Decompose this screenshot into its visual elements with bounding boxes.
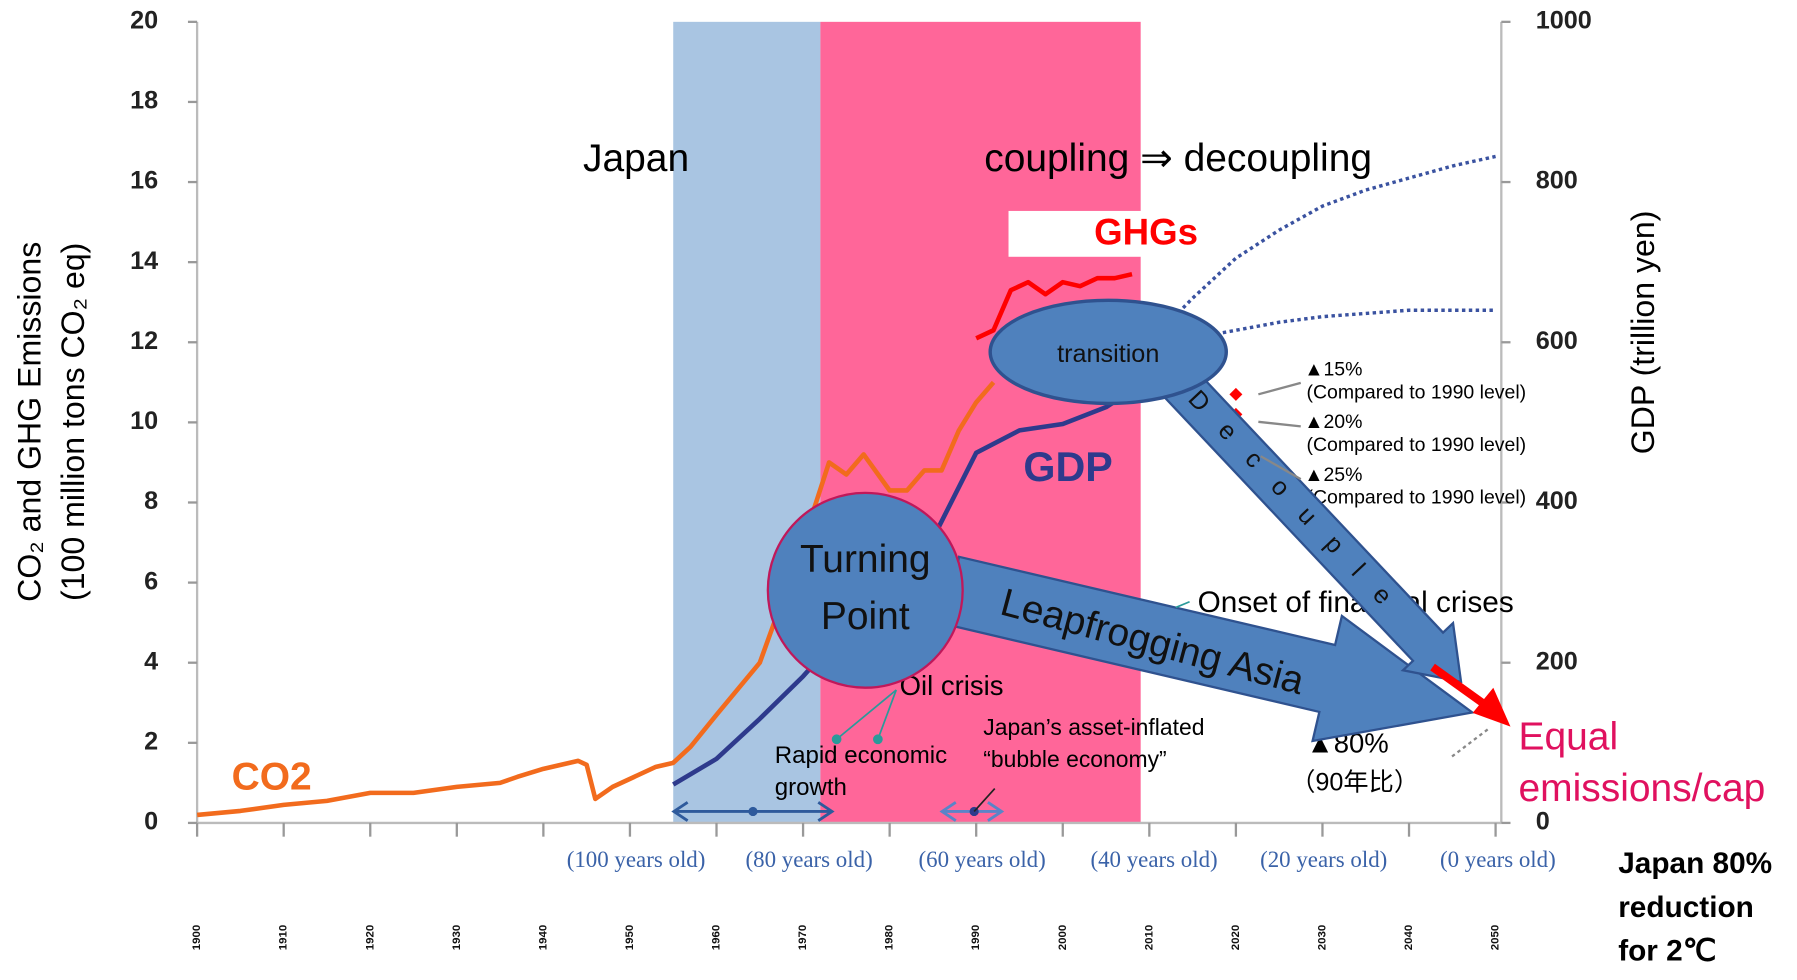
annotation: reduction [1618,891,1754,924]
series-line [196,380,996,818]
y-tick-label: 14 [130,247,158,275]
annotation: coupling ⇒ decoupling [984,137,1372,180]
crisis-pointers [831,600,1190,745]
y2-axis-label: GDP (trillion yen) [1625,211,1661,455]
annotation: Turning [800,538,931,581]
y2-tick-label: 0 [1536,808,1550,836]
x-tick-label: 2000 [1057,925,1069,950]
y-tick-label: 6 [144,567,158,595]
x-tick-label: 1960 [711,925,723,950]
annotation: Rapid economic [775,742,947,769]
y2-tick-label: 1000 [1536,6,1592,34]
equal-arrow [1430,663,1511,727]
x-tick-label: 1900 [191,925,203,950]
y-tick-label: 20 [130,6,158,34]
x-tick-label: 2020 [1230,925,1242,950]
annotation: Oil crisis [900,670,1004,701]
x-tick-label: 1920 [364,925,376,950]
x-tick-label: 2040 [1403,925,1415,950]
y-tick-label: 12 [130,327,158,355]
y2-tick-label: 400 [1536,487,1578,515]
turning-point-circle [766,491,964,689]
y-tick-label: 18 [130,87,158,115]
x-tick-label: 1940 [537,925,549,950]
x-tick-label: 2010 [1143,925,1155,950]
y2-tick-label: 800 [1536,167,1578,195]
transition-ellipse [988,298,1228,406]
x-tick-label: 1970 [797,925,809,950]
annotation: Japan’s asset-inflated [983,714,1204,740]
y-tick-label: 10 [130,407,158,435]
y2-tick-label: 600 [1536,327,1578,355]
x-tick-label: 2030 [1316,925,1328,950]
age-label: (40 years old) [1090,847,1217,872]
leapfrog-arrow [941,555,1476,743]
x-tick-label: 1930 [451,925,463,950]
annotation: Equal [1519,716,1619,759]
y-tick-label: 0 [144,808,158,836]
decouple-arrow [1163,368,1463,684]
series-line [1148,308,1496,352]
pointer-lines [1258,381,1491,758]
y-tick-label: 8 [144,487,158,515]
annotation: ▲15% [1304,358,1362,380]
age-label: (60 years old) [919,847,1046,872]
annotation: Japan 80% [1618,847,1772,880]
x-tick-label: 1980 [884,925,896,950]
annotation: (Compared to 1990 level) [1306,434,1526,456]
annotation: for 2℃ [1618,934,1716,967]
x-tick-label: 2050 [1490,925,1502,950]
annotation: emissions/cap [1519,767,1766,810]
y-tick-label: 2 [144,727,158,755]
age-label: (80 years old) [745,847,872,872]
annotation: “bubble economy” [983,746,1166,772]
annotation: GHGs [1094,212,1198,253]
y-axis-label: (100 million tons CO₂ eq) [55,243,91,601]
annotation: GDP [1023,444,1112,490]
annotation: (Compared to 1990 level) [1306,381,1526,403]
x-tick-label: 1990 [970,925,982,950]
annotation: growth [775,774,847,801]
series-line [975,271,1133,341]
label-box [1008,210,1210,257]
annotation: Japan [583,137,689,180]
y-tick-label: 16 [130,167,158,195]
annotation: (Compared to 1990 level) [1306,487,1526,509]
y2-tick-label: 200 [1536,647,1578,675]
y-tick-label: 4 [144,647,158,675]
x-tick-label: 1910 [278,925,290,950]
annotation: ▲25% [1304,464,1362,486]
annotation: ▲20% [1304,411,1362,433]
age-label: (100 years old) [567,847,706,872]
x-tick-label: 1950 [624,925,636,950]
period-arrows [671,787,1005,822]
annotation: CO2 [232,756,312,799]
target-marker [1229,387,1243,401]
age-label: (20 years old) [1260,847,1387,872]
annotation: transition [1057,340,1159,368]
y-axis-label: CO₂ and GHG Emissions [12,242,48,602]
annotation: （90年比） [1290,769,1419,797]
period-band [673,21,821,823]
annotation: Point [821,595,910,638]
age-label: (0 years old) [1440,847,1556,872]
series-line [1148,154,1496,344]
period-band [820,21,1141,823]
